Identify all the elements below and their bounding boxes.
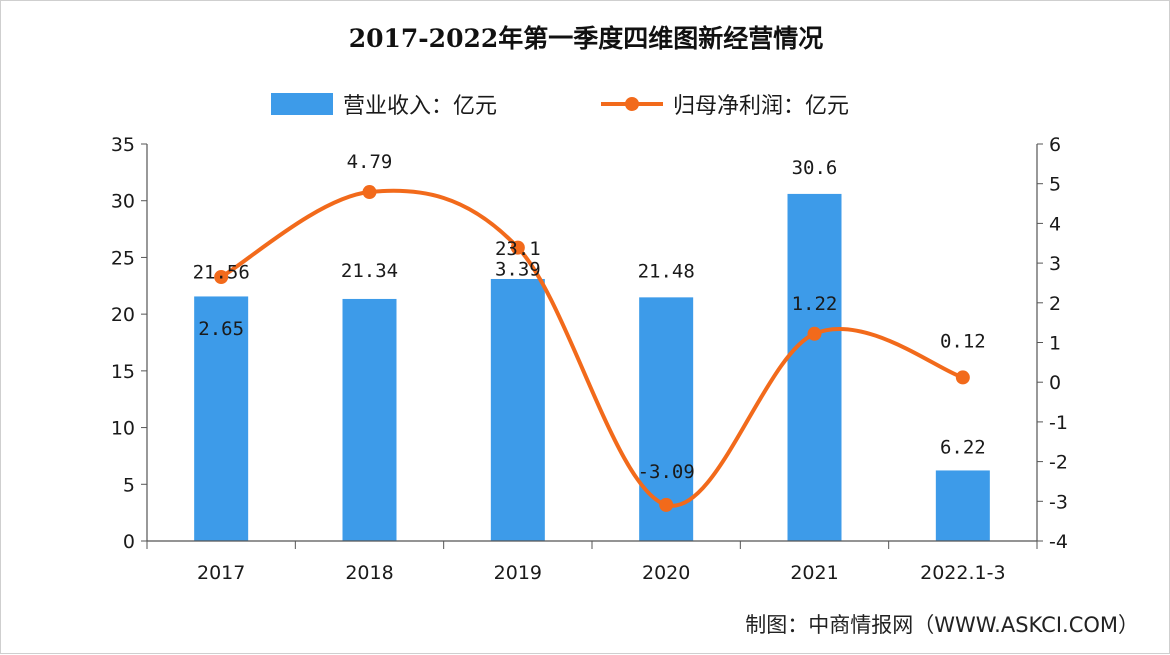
net-profit-point (510, 240, 525, 255)
x-tick-label: 2022.1-3 (920, 562, 1005, 584)
net-profit-data-label: 0.12 (940, 330, 986, 352)
x-tick-label: 2017 (197, 562, 245, 584)
x-tick-label: 2019 (494, 562, 542, 584)
net-profit-line (220, 188, 964, 508)
net-profit-point (214, 269, 229, 284)
revenue-data-label: 30.6 (792, 157, 838, 179)
y-right-tick-label: -2 (1049, 452, 1068, 474)
x-tick-label: 2018 (345, 562, 393, 584)
revenue-data-label: 21.34 (341, 260, 398, 282)
chart-title: 2017-2022年第一季度四维图新经营情况 (348, 24, 824, 53)
legend-label-net-profit: 归母净利润：亿元 (673, 94, 850, 119)
revenue-data-label: 21.56 (193, 261, 250, 283)
y-right-tick-label: -4 (1049, 531, 1068, 553)
net-profit-data-label: 2.65 (198, 318, 244, 340)
y-left-tick-label: 30 (111, 191, 135, 213)
net-profit-data-label: 1.22 (792, 293, 838, 315)
y-left-tick-label: 20 (111, 304, 135, 326)
y-left-tick-label: 35 (111, 134, 135, 156)
x-tick-label: 2020 (642, 562, 690, 584)
legend-label-revenue: 营业收入：亿元 (343, 94, 498, 119)
net-profit-data-label: 4.79 (347, 151, 393, 173)
y-left-tick-label: 15 (111, 361, 135, 383)
revenue-data-label: 23.1 (495, 238, 541, 260)
net-profit-data-label: -3.09 (638, 461, 695, 483)
revenue-bar (194, 296, 249, 541)
revenue-data-label: 21.48 (638, 260, 695, 282)
y-left-tick-label: 5 (123, 474, 135, 496)
source-note: 制图：中商情报网（WWW.ASKCI.COM） (745, 613, 1139, 637)
y-right-tick-label: 3 (1049, 253, 1061, 275)
legend-line-swatch (601, 93, 663, 115)
revenue-data-label: 6.22 (940, 436, 986, 458)
legend-item-revenue: 营业收入：亿元 (271, 89, 497, 119)
revenue-bar (935, 470, 990, 541)
net-profit-data-label: 3.39 (495, 259, 541, 281)
legend-bar-swatch (271, 93, 333, 115)
net-profit-point (659, 497, 674, 512)
y-right-tick-label: -3 (1049, 491, 1068, 513)
revenue-bar (342, 298, 397, 541)
legend-item-net-profit: 归母净利润：亿元 (601, 89, 849, 119)
x-tick-label: 2021 (790, 562, 838, 584)
y-right-tick-label: 1 (1049, 333, 1061, 355)
net-profit-point (807, 326, 822, 341)
revenue-bar (787, 193, 842, 541)
y-right-tick-label: 6 (1049, 134, 1061, 156)
revenue-bar (490, 278, 545, 541)
y-right-tick-label: 5 (1049, 174, 1061, 196)
net-profit-point (362, 185, 377, 200)
y-right-tick-label: 2 (1049, 293, 1061, 315)
y-left-tick-label: 0 (123, 531, 135, 553)
y-right-tick-label: 0 (1049, 372, 1061, 394)
net-profit-point (955, 370, 970, 385)
y-left-tick-label: 10 (111, 418, 135, 440)
y-left-tick-label: 25 (111, 247, 135, 269)
y-right-tick-label: 4 (1049, 213, 1061, 235)
y-right-tick-label: -1 (1049, 412, 1068, 434)
